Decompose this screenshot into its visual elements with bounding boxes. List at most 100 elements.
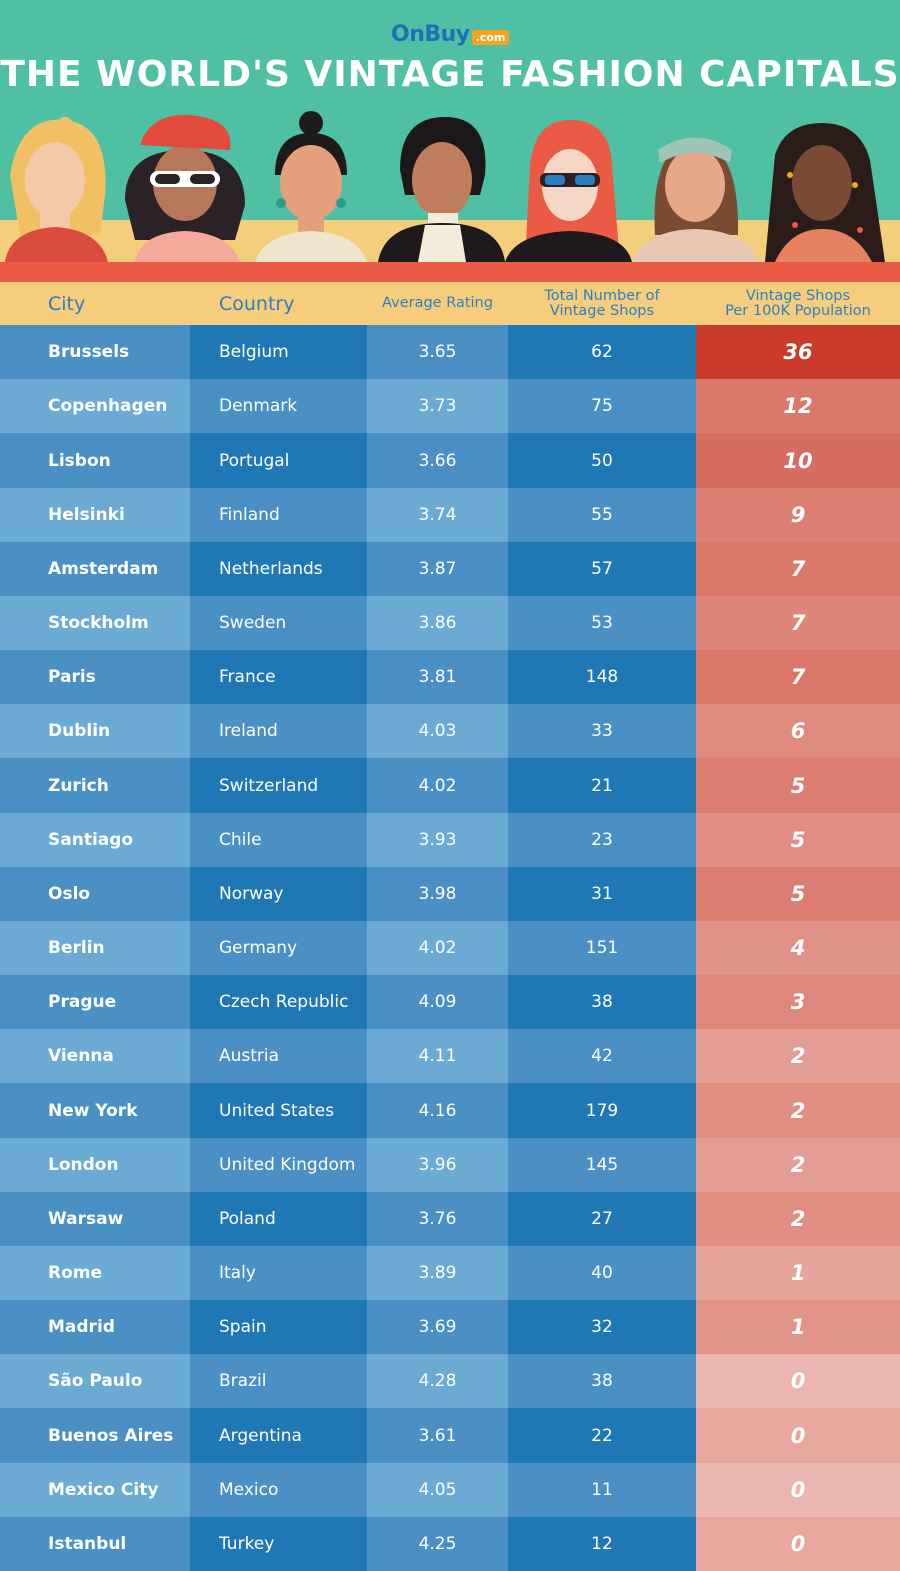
cell-shops-per-100k: 12 [696, 379, 900, 433]
page-title: THE WORLD'S VINTAGE FASHION CAPITALS [0, 54, 900, 95]
cell-city: Helsinki [0, 488, 190, 542]
cell-city: Lisbon [0, 433, 190, 488]
table-row: Stockholm Sweden 3.86 53 7 [0, 596, 900, 650]
cell-country: Denmark [190, 379, 367, 433]
cell-average-rating: 3.61 [367, 1408, 508, 1463]
cell-average-rating: 3.98 [367, 867, 508, 921]
cell-country: Portugal [190, 433, 367, 488]
table-row: Santiago Chile 3.93 23 5 [0, 813, 900, 867]
table-row: Berlin Germany 4.02 151 4 [0, 921, 900, 975]
cell-average-rating: 4.02 [367, 921, 508, 975]
cell-city: Mexico City [0, 1463, 190, 1517]
table-row: Brussels Belgium 3.65 62 36 [0, 325, 900, 379]
cell-total-shops: 50 [508, 433, 696, 488]
hero-red-band [0, 262, 900, 282]
table-row: Zurich Switzerland 4.02 21 5 [0, 758, 900, 813]
cell-city: Copenhagen [0, 379, 190, 433]
cell-total-shops: 38 [508, 1354, 696, 1408]
cell-total-shops: 151 [508, 921, 696, 975]
cell-average-rating: 3.74 [367, 488, 508, 542]
woman-bun-illustration [255, 111, 367, 262]
cell-city: Dublin [0, 704, 190, 758]
table-row: São Paulo Brazil 4.28 38 0 [0, 1354, 900, 1408]
cell-total-shops: 32 [508, 1300, 696, 1354]
cell-average-rating: 3.96 [367, 1138, 508, 1192]
cell-average-rating: 4.09 [367, 975, 508, 1029]
cell-country: Poland [190, 1192, 367, 1246]
table-row: Warsaw Poland 3.76 27 2 [0, 1192, 900, 1246]
cell-average-rating: 3.66 [367, 433, 508, 488]
cell-shops-per-100k: 3 [696, 975, 900, 1029]
cell-average-rating: 3.81 [367, 650, 508, 704]
header-total-shops-line1: Total Number of [544, 287, 660, 304]
cell-total-shops: 145 [508, 1138, 696, 1192]
cell-total-shops: 40 [508, 1246, 696, 1300]
cell-country: Finland [190, 488, 367, 542]
cell-total-shops: 11 [508, 1463, 696, 1517]
table-row: New York United States 4.16 179 2 [0, 1083, 900, 1138]
cell-city: Vienna [0, 1029, 190, 1083]
cell-country: Turkey [190, 1517, 367, 1571]
vintage-capitals-table: Brussels Belgium 3.65 62 36 Copenhagen Denmark… [0, 325, 900, 1571]
table-row: Buenos Aires Argentina 3.61 22 0 [0, 1408, 900, 1463]
cell-average-rating: 4.03 [367, 704, 508, 758]
cell-shops-per-100k: 0 [696, 1463, 900, 1517]
cell-total-shops: 33 [508, 704, 696, 758]
woman-headband-illustration [632, 137, 760, 262]
cell-shops-per-100k: 2 [696, 1138, 900, 1192]
cell-average-rating: 4.28 [367, 1354, 508, 1408]
cell-city: Amsterdam [0, 542, 190, 596]
table-row: Istanbul Turkey 4.25 12 0 [0, 1517, 900, 1571]
cell-total-shops: 148 [508, 650, 696, 704]
cell-country: Norway [190, 867, 367, 921]
cell-average-rating: 3.87 [367, 542, 508, 596]
cell-country: Mexico [190, 1463, 367, 1517]
header-country: Country [219, 292, 295, 315]
table-row: Vienna Austria 4.11 42 2 [0, 1029, 900, 1083]
cell-country: Ireland [190, 704, 367, 758]
cell-city: Istanbul [0, 1517, 190, 1571]
cell-shops-per-100k: 2 [696, 1083, 900, 1138]
cell-shops-per-100k: 36 [696, 325, 900, 379]
cell-country: Switzerland [190, 758, 367, 813]
cell-shops-per-100k: 5 [696, 813, 900, 867]
cell-country: Germany [190, 921, 367, 975]
cell-city: Oslo [0, 867, 190, 921]
cell-average-rating: 3.73 [367, 379, 508, 433]
header-shops-per-100k: Vintage Shops Per 100K Population [696, 282, 900, 325]
table-row: Paris France 3.81 148 7 [0, 650, 900, 704]
cell-city: Brussels [0, 325, 190, 379]
cell-country: United Kingdom [190, 1138, 367, 1192]
cell-total-shops: 42 [508, 1029, 696, 1083]
cell-country: Belgium [190, 325, 367, 379]
woman-braids-illustration [765, 123, 885, 262]
table-header: City Country Average Rating Total Number… [0, 282, 900, 325]
cell-country: United States [190, 1083, 367, 1138]
onbuy-logo[interactable]: OnBuy .com [391, 20, 510, 48]
cell-city: Madrid [0, 1300, 190, 1354]
cell-average-rating: 3.89 [367, 1246, 508, 1300]
header-total-shops: Total Number of Vintage Shops [508, 282, 696, 325]
cell-average-rating: 3.93 [367, 813, 508, 867]
cell-city: São Paulo [0, 1354, 190, 1408]
cell-city: Paris [0, 650, 190, 704]
cell-total-shops: 57 [508, 542, 696, 596]
cell-country: Italy [190, 1246, 367, 1300]
table-row: Rome Italy 3.89 40 1 [0, 1246, 900, 1300]
table-row: London United Kingdom 3.96 145 2 [0, 1138, 900, 1192]
cell-average-rating: 4.11 [367, 1029, 508, 1083]
cell-shops-per-100k: 10 [696, 433, 900, 488]
cell-average-rating: 4.02 [367, 758, 508, 813]
cell-country: Netherlands [190, 542, 367, 596]
cell-shops-per-100k: 6 [696, 704, 900, 758]
woman-beret-illustration [125, 114, 245, 262]
cell-city: Berlin [0, 921, 190, 975]
cell-city: Warsaw [0, 1192, 190, 1246]
cell-total-shops: 53 [508, 596, 696, 650]
table-row: Mexico City Mexico 4.05 11 0 [0, 1463, 900, 1517]
cell-total-shops: 55 [508, 488, 696, 542]
header-per-100k-line2: Per 100K Population [725, 302, 871, 319]
woman-blonde-illustration [5, 117, 108, 262]
cell-shops-per-100k: 5 [696, 867, 900, 921]
cell-shops-per-100k: 9 [696, 488, 900, 542]
